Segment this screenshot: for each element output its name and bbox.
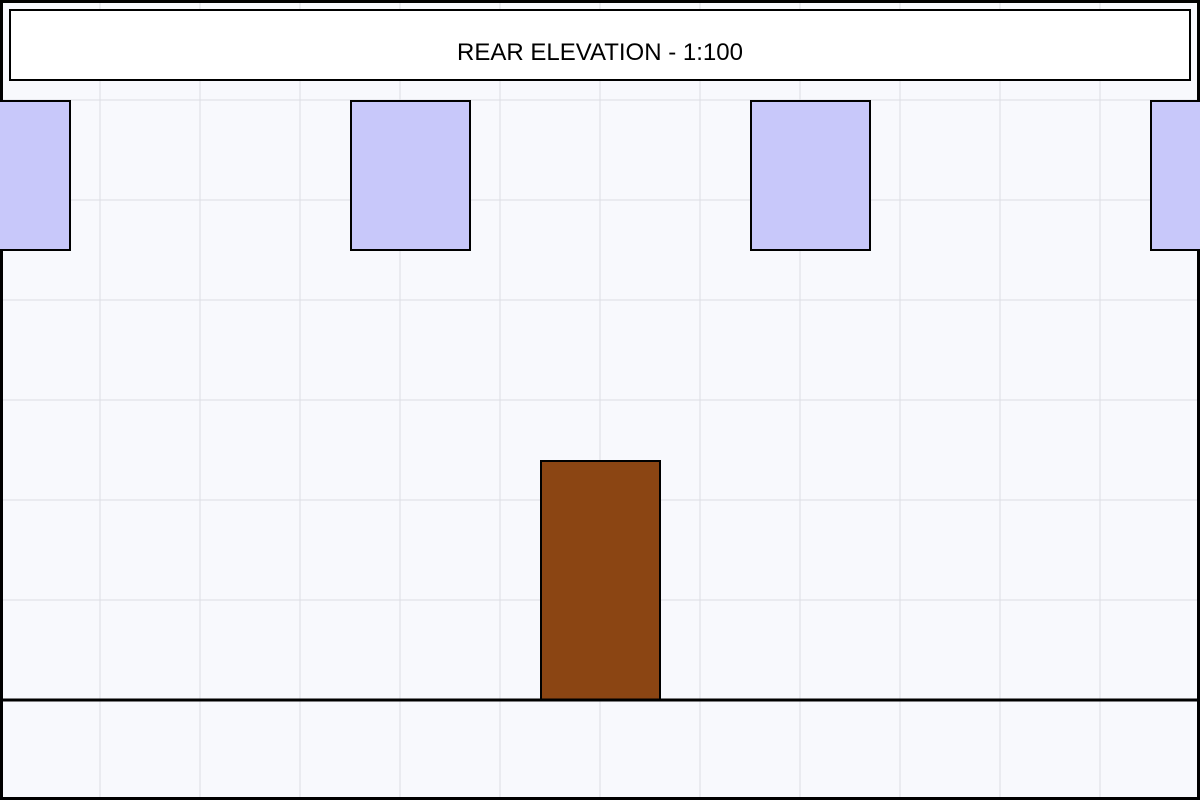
door (540, 460, 661, 701)
window (0, 100, 71, 251)
window (350, 100, 471, 251)
drawing-title: REAR ELEVATION - 1:100 (457, 39, 743, 66)
title-block (9, 9, 1191, 81)
window (750, 100, 871, 251)
window (1150, 100, 1200, 251)
